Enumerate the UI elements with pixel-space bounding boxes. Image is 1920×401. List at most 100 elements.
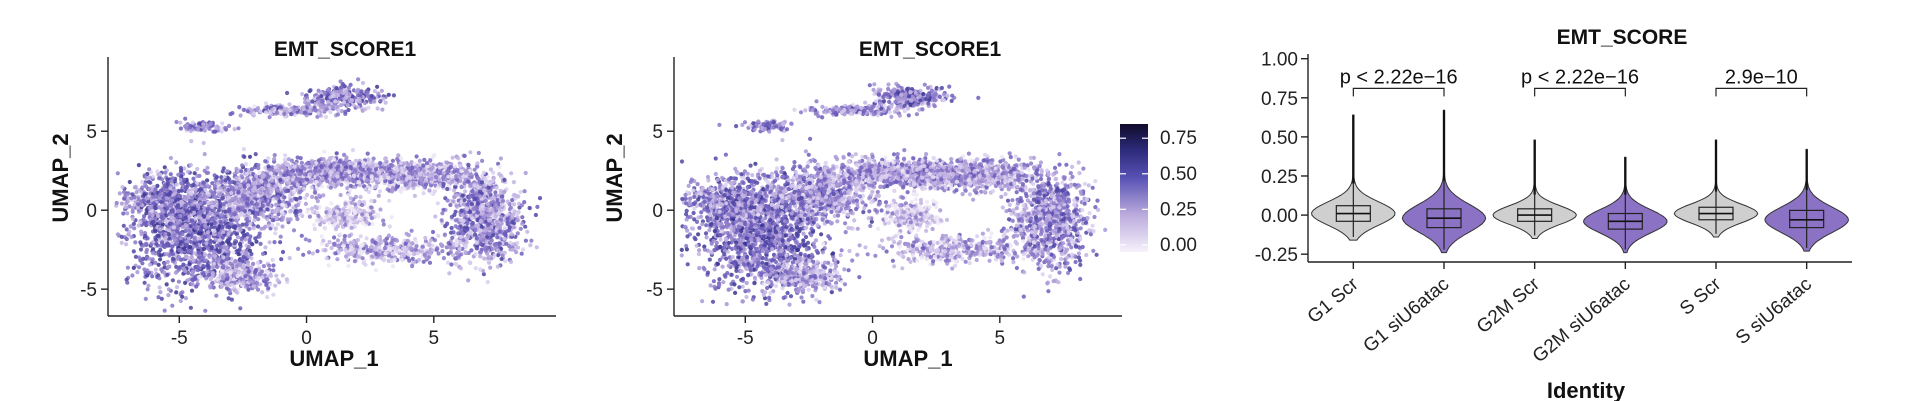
cell-point [192,237,197,242]
cell-point [350,161,355,166]
cell-point [305,177,310,182]
cell-point [445,169,450,174]
cell-point [454,242,459,248]
cell-point [198,228,203,233]
cell-point [183,269,188,274]
cell-point [242,193,248,198]
cell-point [492,242,497,247]
cell-point [193,187,198,192]
cell-point [420,244,425,249]
cell-point [419,249,424,254]
cell-point [478,228,483,233]
cell-point [130,209,135,214]
cell-point [190,278,196,283]
cell-point [205,230,210,235]
cell-point [198,187,203,192]
cell-point [344,173,349,178]
cell-point [226,195,232,200]
cell-point [159,296,164,301]
cell-point [129,234,134,240]
cell-point [234,219,239,224]
cell-point [383,251,388,256]
cell-point [138,189,143,194]
cell-point [520,215,525,220]
cell-point [202,152,207,157]
cell-point [243,162,249,167]
cell-point [460,193,465,198]
cell-point [307,238,312,243]
cell-point [325,179,330,184]
cell-point [209,244,214,250]
cell-point [496,253,501,258]
cell-point [158,227,163,232]
cell-point [346,264,351,269]
cell-point [150,219,156,224]
cell-point [247,226,252,231]
cell-point [244,171,249,176]
cell-point [502,236,507,241]
cell-point [155,233,160,238]
cell-point [223,178,228,183]
cell-point [373,240,378,245]
cell-point [243,237,248,242]
cell-point [143,184,149,189]
cell-point [521,247,526,252]
cell-point [451,199,456,204]
cell-point [476,185,481,190]
cell-point [364,244,369,249]
cell-point [251,226,256,231]
cell-point [465,202,470,207]
cell-point [327,239,332,245]
cell-point [296,202,301,208]
cell-point [143,234,148,239]
cell-point [502,226,507,231]
cell-point [175,215,180,220]
cell-point [156,295,161,300]
cell-point [406,162,411,167]
cell-point [220,235,225,240]
cell-point [279,257,284,262]
cell-point [128,224,133,229]
cell-point [241,147,246,152]
cell-point [459,252,464,257]
cell-point [491,195,496,200]
cell-point [443,164,448,169]
cell-point [427,188,432,193]
cell-point [225,249,231,254]
cell-point [422,157,427,162]
cell-point [480,180,485,185]
cell-point [473,232,478,237]
cell-point [163,235,168,240]
cell-point [349,166,354,171]
cell-point [319,165,324,170]
cell-point [236,252,241,257]
cell-point [518,226,523,231]
cell-point [463,189,468,194]
cell-point [156,172,161,177]
cell-point [462,198,467,203]
cell-point [383,156,388,161]
cell-point [114,200,119,206]
cell-point [239,236,244,241]
cell-point [472,197,477,202]
cell-point [290,168,296,173]
cell-point [288,198,293,203]
cell-point [474,172,479,177]
cell-point [162,308,167,313]
cell-point [335,171,340,176]
cell-point [456,156,461,161]
cell-point [276,212,281,217]
cell-point [150,251,155,256]
cell-point [475,161,480,166]
cell-point [257,170,262,175]
cell-point [377,189,383,194]
cell-point [157,176,162,181]
cell-point [172,237,177,242]
cell-point [247,248,253,253]
cell-point [446,241,451,246]
cell-point [132,226,137,231]
cell-point [189,239,194,245]
cell-point [376,193,381,198]
cell-point [352,174,357,179]
cell-point [364,177,369,183]
